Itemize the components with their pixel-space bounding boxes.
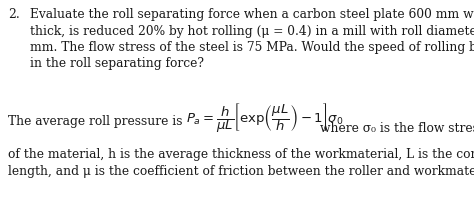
Text: $P_a = \dfrac{h}{\mu L}\left[\exp\!\left(\dfrac{\mu L}{h}\right)-1\right]\sigma_: $P_a = \dfrac{h}{\mu L}\left[\exp\!\left… bbox=[186, 101, 344, 135]
Text: Evaluate the roll separating force when a carbon steel plate 600 mm wide, 20 mm: Evaluate the roll separating force when … bbox=[30, 8, 474, 21]
Text: length, and μ is the coefficient of friction between the roller and workmaterial: length, and μ is the coefficient of fric… bbox=[8, 165, 474, 177]
Text: 2.: 2. bbox=[8, 8, 20, 21]
Text: where σ₀ is the flow stress: where σ₀ is the flow stress bbox=[320, 121, 474, 135]
Text: The average roll pressure is: The average roll pressure is bbox=[8, 115, 182, 129]
Text: in the roll separating force?: in the roll separating force? bbox=[30, 57, 204, 71]
Text: mm. The flow stress of the steel is 75 MPa. Would the speed of rolling be a fact: mm. The flow stress of the steel is 75 M… bbox=[30, 41, 474, 54]
Text: thick, is reduced 20% by hot rolling (μ = 0.4) in a mill with roll diameter of 6: thick, is reduced 20% by hot rolling (μ … bbox=[30, 25, 474, 37]
Text: of the material, h is the average thickness of the workmaterial, L is the contac: of the material, h is the average thickn… bbox=[8, 148, 474, 161]
